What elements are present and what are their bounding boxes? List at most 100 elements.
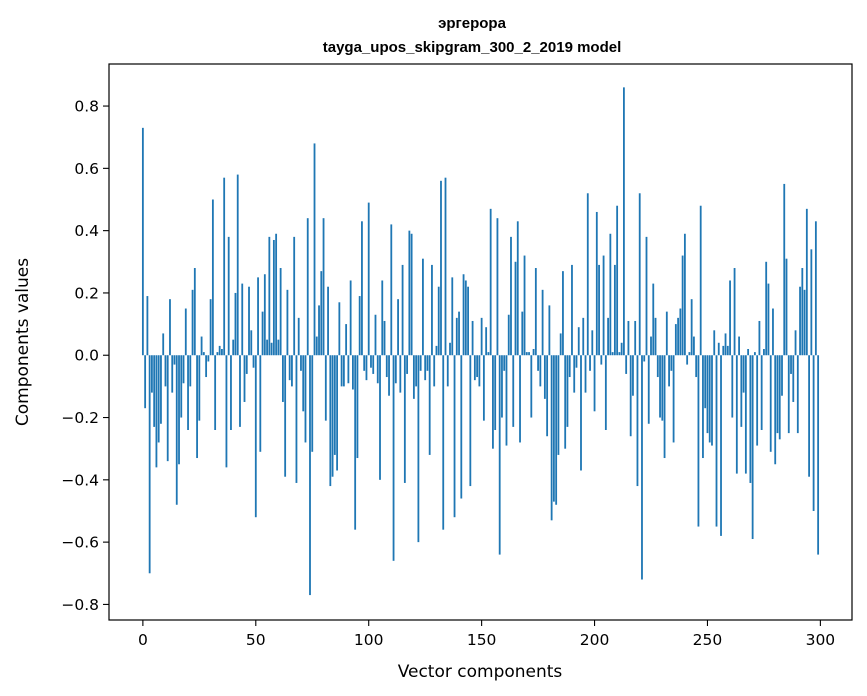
bar-231 [663,355,666,459]
bar-76 [313,143,316,356]
bar-101 [370,355,372,368]
bar-222 [643,355,646,362]
bar-97 [361,221,363,356]
bar-20 [187,355,189,430]
bar-234 [670,355,673,371]
y-axis-ticks: −0.8 −0.6 −0.4 −0.2 0.0 0.2 0.4 0.6 0.8 [61,98,109,614]
bar-293 [803,289,806,356]
bar-227 [654,317,657,356]
bar-201 [595,211,598,356]
bar-166 [516,221,519,356]
bar-78 [318,305,320,356]
y-tick-label: −0.8 [61,596,99,614]
bar-161 [505,355,508,446]
bar-159 [501,355,503,418]
bar-18 [182,355,185,384]
bar-199 [591,330,594,356]
bar-65 [288,355,291,381]
bar-219 [636,355,639,487]
bar-240 [683,233,686,356]
bar-185 [559,333,562,356]
bar-272 [756,355,759,446]
bar-286 [787,355,790,434]
bar-204 [602,255,605,356]
bar-26 [200,336,203,356]
bar-105 [379,355,381,480]
bar-168 [521,311,524,356]
bar-138 [453,355,456,518]
y-tick-label: 0.0 [74,347,99,365]
bar-0 [141,127,144,356]
bar-283 [781,355,783,396]
bar-177 [541,289,544,356]
bar-251 [708,355,711,443]
bar-212 [620,342,623,356]
bar-255 [717,342,720,356]
bar-187 [564,355,567,449]
bar-98 [363,355,366,371]
bar-259 [726,345,729,356]
bar-209 [613,264,616,356]
bar-173 [532,349,535,356]
bar-100 [367,202,370,356]
bar-23 [193,268,196,356]
bar-156 [494,355,497,430]
bar-128 [431,264,433,356]
bar-146 [471,320,474,356]
bar-89 [342,355,345,387]
bar-144 [467,286,469,356]
bar-273 [758,320,761,356]
x-tick-label: 100 [354,631,384,649]
bar-86 [336,355,338,471]
bar-120 [412,355,415,399]
bar-95 [356,355,359,459]
bar-31 [211,199,214,356]
bar-248 [702,355,704,459]
bar-92 [349,280,352,356]
bar-51 [257,277,259,356]
bar-210 [616,205,619,356]
bar-10 [164,355,167,387]
bar-158 [498,355,501,555]
bar-178 [543,355,546,399]
bar-269 [749,355,752,483]
bar-182 [552,355,555,502]
bar-257 [722,345,725,356]
bar-285 [785,258,788,356]
x-tick-label: 300 [806,631,836,649]
bar-68 [295,355,298,483]
bar-73 [306,218,309,356]
bar-87 [338,302,341,356]
bar-47 [248,286,250,356]
bar-106 [381,280,384,356]
bar-130 [435,345,438,356]
bar-220 [638,193,641,356]
bar-63 [284,355,287,477]
bar-213 [623,87,625,356]
bar-224 [647,355,650,424]
bar-12 [169,299,171,356]
y-tick-label: −0.4 [61,471,99,489]
bar-27 [202,352,205,356]
bar-118 [408,230,411,356]
bar-167 [519,355,521,443]
bar-149 [478,355,481,387]
bar-233 [668,355,670,387]
bar-299 [817,355,820,555]
bar-54 [263,274,266,356]
bar-114 [399,355,402,393]
bar-294 [805,208,808,356]
bar-132 [440,180,442,356]
y-tick-label: −0.6 [61,534,99,552]
bar-186 [562,271,564,356]
bar-155 [492,355,494,449]
y-tick-label: −0.2 [61,409,99,427]
x-tick-label: 250 [693,631,723,649]
bar-116 [403,355,406,483]
bar-53 [261,311,264,356]
bar-263 [735,355,738,474]
bar-229 [659,355,661,418]
bar-183 [555,355,558,505]
bar-172 [530,355,533,418]
bar-271 [753,352,756,356]
